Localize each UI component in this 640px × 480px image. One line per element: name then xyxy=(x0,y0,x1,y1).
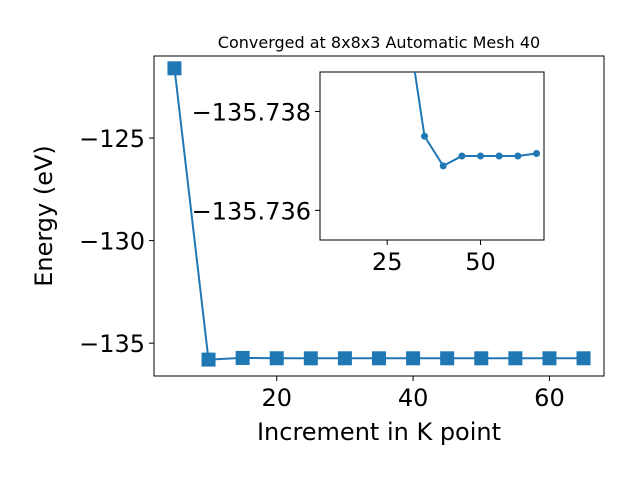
inset-data-point xyxy=(402,9,409,16)
main-data-point xyxy=(269,351,284,366)
main-data-point xyxy=(440,351,455,366)
inset-data-point xyxy=(533,150,541,158)
inset-series xyxy=(402,9,541,170)
x-axis-label: Increment in K point xyxy=(257,418,501,446)
main-data-point xyxy=(372,351,386,366)
main-y-tick-label: −125 xyxy=(79,125,145,153)
inset-y-tick-label: −135.738 xyxy=(192,99,311,127)
main-x-tick-label: 60 xyxy=(534,384,565,412)
inset-x-tick-label: 50 xyxy=(465,248,496,276)
y-axis-label: Energy (eV) xyxy=(30,145,58,287)
main-x-ticks: 20 40 60 xyxy=(261,376,565,412)
inset-data-point xyxy=(514,152,522,160)
main-data-point xyxy=(576,351,591,366)
inset-x-ticks: 25 50 xyxy=(372,240,496,276)
inset-data-point xyxy=(421,132,429,140)
main-data-point xyxy=(303,351,318,366)
main-data-point xyxy=(167,61,182,76)
inset-data-point xyxy=(458,152,466,160)
main-data-point xyxy=(508,351,523,366)
main-data-point xyxy=(201,352,216,367)
main-y-ticks: −125 −130 −135 xyxy=(79,125,154,358)
inset-data-point xyxy=(495,152,503,160)
main-data-point xyxy=(406,351,421,366)
inset-x-tick-label: 25 xyxy=(372,248,403,276)
inset-data-point xyxy=(439,162,447,170)
main-y-tick-label: −135 xyxy=(79,330,145,358)
main-y-tick-label: −130 xyxy=(79,228,145,256)
main-series xyxy=(167,61,591,367)
inset-y-tick-label: −135.736 xyxy=(192,197,311,225)
main-data-point xyxy=(542,351,557,366)
main-data-point xyxy=(235,350,250,365)
chart-title: Converged at 8x8x3 Automatic Mesh 40 xyxy=(218,33,540,52)
main-data-point xyxy=(337,351,352,366)
inset-y-ticks: −135.738 −135.736 xyxy=(192,99,320,225)
main-data-point xyxy=(474,351,489,366)
main-x-tick-label: 20 xyxy=(261,384,292,412)
main-x-tick-label: 40 xyxy=(398,384,429,412)
inset-data-point xyxy=(477,152,485,160)
